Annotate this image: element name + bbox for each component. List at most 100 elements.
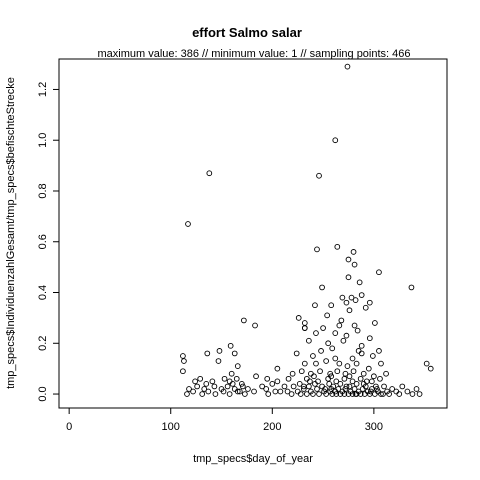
data-point [316,391,322,397]
data-point [184,391,190,397]
data-point [328,373,335,380]
x-axis-label: tmp_specs$day_of_year [193,453,313,465]
data-point [293,350,300,357]
data-point [310,391,316,397]
data-point [349,355,356,362]
data-point [346,307,353,314]
data-point [221,375,228,382]
data-point [365,365,372,372]
data-point [358,292,365,298]
x-tick-label: 200 [263,421,281,433]
data-point [192,378,198,385]
data-point [327,388,334,395]
data-point [328,386,335,392]
data-point [350,368,357,375]
data-points [180,63,434,397]
data-point [352,297,359,303]
data-point [181,358,187,364]
data-point [329,345,336,352]
data-point [303,391,310,397]
data-point [353,360,360,367]
data-point [319,383,325,390]
data-point [295,315,302,321]
data-point [371,373,377,380]
data-point [386,391,392,397]
data-point [358,342,365,349]
data-point [368,378,375,385]
data-point [294,388,301,395]
data-point [351,322,358,329]
data-point [324,312,330,319]
data-point [351,386,358,392]
data-point [334,243,341,250]
data-point [345,274,352,281]
data-point [313,360,319,367]
data-point [339,294,346,301]
data-point [344,63,351,70]
data-point [303,375,310,382]
x-axis: 0 100 200 300 [66,407,383,433]
data-point [296,381,303,387]
data-point [194,383,200,390]
data-point [215,358,222,364]
data-point [228,370,235,377]
data-point [298,368,305,375]
data-point [253,373,259,380]
x-tick-label: 0 [66,421,72,433]
data-point [231,386,238,392]
data-point [383,370,389,377]
data-point [325,375,332,382]
data-point [380,391,386,397]
data-point [314,386,320,392]
data-point [216,348,223,354]
data-point [336,322,343,329]
data-point [358,350,365,357]
data-point [338,317,345,324]
data-point [318,348,324,354]
y-tick-label: 1.2 [37,82,49,97]
data-point [353,381,360,387]
y-tick-label: 0.6 [37,234,49,249]
data-point [356,279,363,286]
data-point [272,388,279,395]
data-point [340,337,347,344]
data-point [343,332,350,339]
data-point [323,358,329,364]
data-point [297,391,304,397]
data-point [231,350,238,357]
data-point [345,391,352,397]
data-point [359,386,366,392]
data-point [409,391,416,397]
data-point [312,381,318,387]
data-point [259,383,265,390]
data-point [234,363,241,369]
data-point [190,388,196,395]
data-point [346,383,353,390]
chart-subtitle: maximum value: 386 // minimum value: 1 /… [97,48,410,60]
data-point [328,302,335,309]
data-point [209,378,216,385]
data-point [367,388,374,395]
data-point [285,375,292,382]
y-tick-label: 0.8 [37,183,49,198]
data-point [226,391,233,397]
data-point [399,383,406,390]
data-point [203,381,210,387]
data-point [212,391,219,397]
data-point [348,294,355,301]
data-point [281,383,288,390]
data-point [335,386,342,392]
data-point [349,378,356,385]
data-point [366,335,373,342]
data-point [350,249,357,255]
data-point [307,378,313,385]
y-tick-label: 0.0 [37,386,49,401]
data-point [337,381,344,387]
data-point [372,391,378,397]
data-point [333,391,340,397]
data-point [234,388,241,395]
data-point [363,378,370,385]
data-point [241,317,247,324]
data-point [378,391,384,397]
